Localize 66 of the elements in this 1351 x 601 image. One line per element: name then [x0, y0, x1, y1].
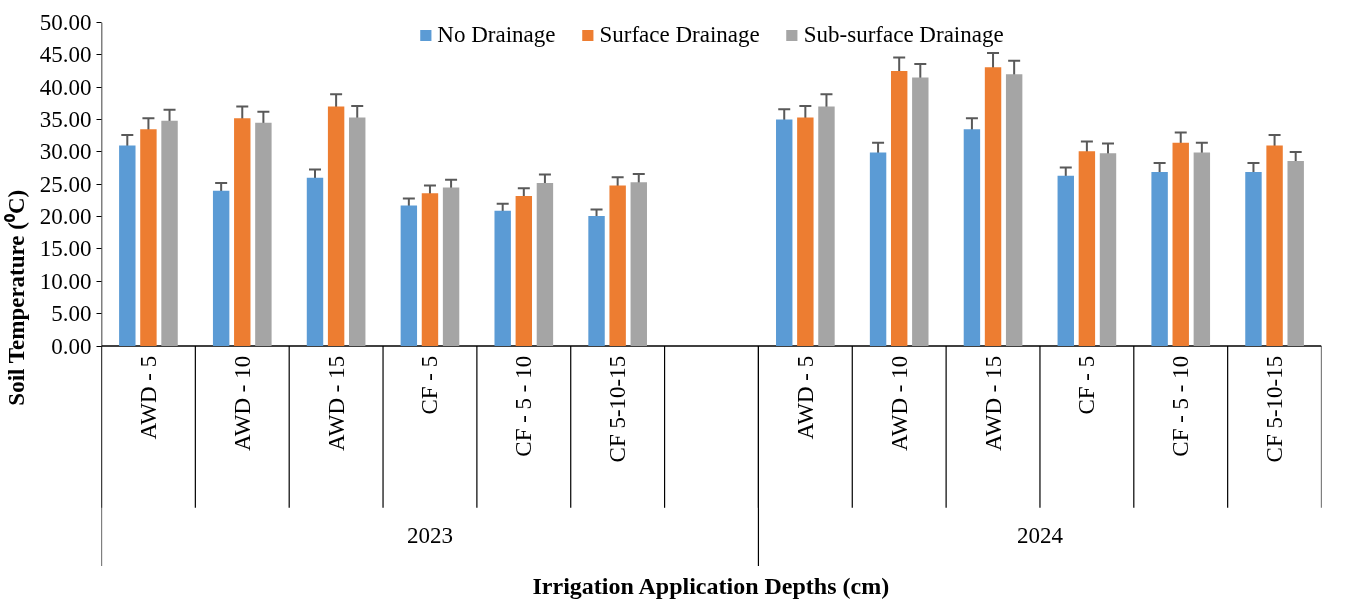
bar: [306, 177, 324, 347]
y-tick-label: 0.00: [51, 333, 92, 359]
bar: [797, 117, 814, 347]
bar: [212, 190, 230, 347]
bar: [1099, 153, 1117, 347]
bar: [588, 215, 605, 347]
bar: [1245, 171, 1262, 347]
bar: [630, 182, 647, 347]
bar: [609, 185, 626, 347]
bar: [349, 117, 366, 347]
x-tick-label: AWD - 10: [886, 355, 912, 451]
y-tick-label: 25.00: [39, 171, 92, 197]
legend-label: Surface Drainage: [599, 22, 760, 48]
x-tick-label: AWD - 10: [229, 355, 255, 451]
legend-label: Sub-surface Drainage: [803, 22, 1004, 48]
bar: [869, 152, 887, 347]
y-tick-label: 40.00: [39, 74, 92, 100]
bar: [1151, 171, 1168, 347]
bar: [442, 187, 460, 347]
y-tick-label: 45.00: [39, 42, 92, 68]
x-tick-label: CF 5-10-15: [605, 355, 631, 463]
bar: [1172, 142, 1189, 347]
bar: [1057, 175, 1074, 347]
bar: [494, 210, 511, 347]
bar: [890, 71, 908, 347]
x-axis-title: Irrigation Application Depths (cm): [532, 572, 890, 599]
bar: [400, 205, 418, 347]
x-tick-label: CF - 5 - 10: [1168, 355, 1194, 457]
bar: [1078, 151, 1096, 347]
bar: [119, 145, 136, 347]
text: 2024: [1016, 522, 1064, 548]
bar: [327, 106, 345, 347]
x-tick-label: AWD - 5: [135, 355, 161, 440]
bar: [536, 182, 554, 347]
bar: [776, 119, 793, 347]
y-tick-label: 35.00: [39, 107, 92, 133]
bar: [1266, 145, 1283, 347]
bar: [912, 77, 929, 347]
bar: [515, 195, 533, 347]
y-tick-label: 20.00: [39, 204, 92, 230]
y-tick-label: 5.00: [51, 301, 92, 327]
bar: [140, 129, 157, 347]
x-tick-label: AWD - 15: [323, 355, 349, 451]
y-tick-label: 10.00: [39, 268, 92, 294]
text: 2023: [406, 522, 453, 548]
y-tick-label: 30.00: [39, 139, 92, 165]
x-tick-label: CF - 5: [1074, 355, 1100, 415]
bar: [234, 118, 251, 347]
bar: [984, 67, 1002, 347]
y-axis-title: Soil Temperature (⁰C): [2, 189, 29, 406]
bar: [421, 193, 439, 347]
x-tick-label: AWD - 5: [792, 355, 818, 440]
bar: [255, 122, 272, 347]
x-tick-label: CF 5-10-15: [1262, 355, 1288, 463]
legend-label: No Drainage: [437, 22, 556, 48]
bar: [161, 120, 178, 347]
bar: [1193, 152, 1211, 347]
bar: [963, 129, 981, 347]
x-tick-label: CF - 5: [417, 355, 443, 415]
y-tick-label: 15.00: [39, 236, 92, 262]
x-tick-label: CF - 5 - 10: [511, 355, 537, 457]
bar: [1005, 74, 1023, 347]
bar: [818, 106, 835, 347]
y-tick-label: 50.00: [39, 10, 92, 35]
bar: [1287, 160, 1304, 347]
x-tick-label: AWD - 15: [980, 355, 1006, 451]
